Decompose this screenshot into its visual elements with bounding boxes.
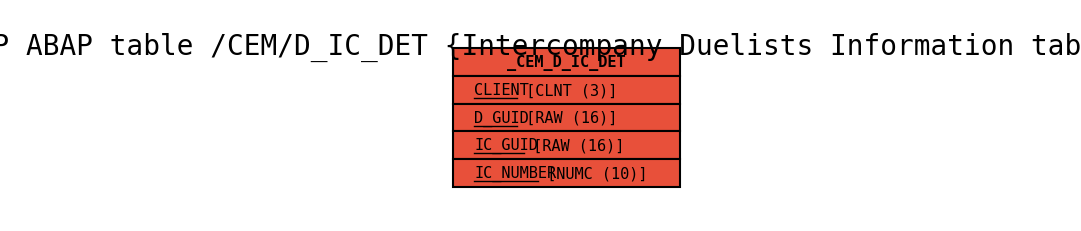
FancyBboxPatch shape — [454, 49, 680, 77]
Text: _CEM_D_IC_DET: _CEM_D_IC_DET — [507, 55, 626, 71]
FancyBboxPatch shape — [454, 104, 680, 132]
Text: [RAW (16)]: [RAW (16)] — [524, 138, 625, 153]
Text: CLIENT: CLIENT — [475, 83, 530, 98]
Text: D_GUID: D_GUID — [475, 110, 530, 126]
Text: [NUMC (10)]: [NUMC (10)] — [538, 166, 648, 181]
FancyBboxPatch shape — [454, 159, 680, 187]
Text: [CLNT (3)]: [CLNT (3)] — [517, 83, 617, 98]
Text: SAP ABAP table /CEM/D_IC_DET {Intercompany Duelists Information table.}: SAP ABAP table /CEM/D_IC_DET {Intercompa… — [0, 33, 1081, 62]
Text: IC_GUID: IC_GUID — [475, 137, 538, 154]
Text: IC_NUMBER: IC_NUMBER — [475, 165, 557, 181]
FancyBboxPatch shape — [454, 77, 680, 104]
FancyBboxPatch shape — [454, 132, 680, 159]
Text: [RAW (16)]: [RAW (16)] — [517, 110, 617, 125]
